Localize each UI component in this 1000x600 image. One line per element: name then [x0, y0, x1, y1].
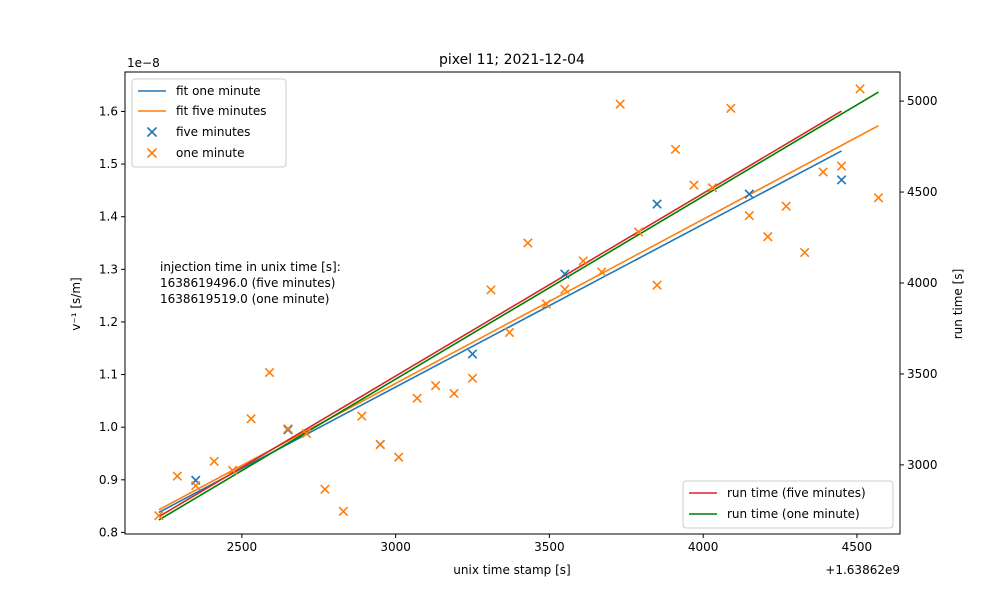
point-one-minute [449, 388, 459, 399]
y-left-tick-label: 1.0 [99, 420, 118, 434]
point-one-minute [873, 192, 884, 203]
legend-label-run-time-five-minutes: run time (five minutes) [727, 486, 866, 500]
point-one-minute [227, 465, 238, 476]
legend-swatch-five-minutes [146, 126, 158, 138]
legend-left-box [131, 78, 287, 168]
point-one-minute [781, 201, 791, 211]
y-right-axis-label: run time [s] [951, 269, 965, 340]
point-one-minute [375, 439, 386, 450]
point-one-minute [541, 299, 552, 309]
point-one-minute [467, 373, 478, 384]
point-one-minute [190, 480, 201, 491]
point-one-minute [560, 284, 570, 295]
x-tick-label: 3000 [380, 540, 411, 554]
point-one-minute [172, 471, 183, 481]
y-left-tick-label: 1.5 [99, 157, 118, 171]
y-left-tick-label: 1.3 [99, 262, 118, 276]
x-axis-offset: +1.63862e9 [825, 563, 900, 577]
point-one-minute [523, 238, 533, 248]
point-one-minute [615, 99, 625, 109]
point-one-minute [799, 247, 810, 258]
svg-text:injection time in unix time [s: injection time in unix time [s]: [160, 260, 341, 274]
point-one-minute [762, 231, 773, 242]
point-five-minutes [836, 175, 847, 185]
point-one-minute [283, 423, 293, 434]
point-one-minute [818, 167, 828, 177]
legend-label-one-minute: one minute [176, 146, 244, 160]
x-axis-label: unix time stamp [s] [453, 563, 570, 577]
point-one-minute [633, 227, 644, 237]
point-one-minute [596, 267, 607, 277]
point-one-minute [744, 210, 755, 221]
point-five-minutes [744, 189, 755, 199]
y-right-tick-label: 3500 [907, 367, 938, 381]
legend-right: run time (five minutes) run time (one mi… [682, 480, 894, 529]
x-axis-ticks: 2500 3000 3500 4000 4500 [227, 534, 873, 554]
point-one-minute [726, 103, 736, 114]
y-left-tick-label: 0.9 [99, 473, 118, 487]
point-one-minute [320, 484, 330, 495]
y-left-tick-label: 1.2 [99, 315, 118, 329]
point-one-minute [689, 180, 699, 190]
point-one-minute [393, 452, 404, 462]
right-axis-ticks: 3000 3500 4000 4500 5000 [900, 94, 938, 472]
point-one-minute [578, 256, 588, 266]
x-tick-label: 4500 [842, 540, 873, 554]
point-one-minute [246, 413, 256, 424]
point-one-minute [357, 411, 367, 421]
legend-label-fit-five-minutes: fit five minutes [176, 104, 267, 118]
svg-text:1638619496.0 (five minutes): 1638619496.0 (five minutes) [160, 276, 335, 290]
point-one-minute [338, 506, 349, 517]
y-right-tick-label: 4500 [907, 185, 938, 199]
left-axis-ticks: 0.8 0.9 1.0 1.1 1.2 1.3 1.4 1.5 1.6 [99, 104, 125, 539]
point-one-minute [209, 456, 219, 467]
y-left-tick-label: 1.6 [99, 104, 118, 118]
legend-label-run-time-one-minute: run time (one minute) [727, 507, 860, 521]
point-one-minute [652, 280, 662, 290]
point-one-minute [154, 510, 164, 521]
x-tick-label: 4000 [688, 540, 719, 554]
plot-frame [124, 71, 901, 535]
y-right-tick-label: 4000 [907, 276, 938, 290]
y-right-tick-label: 3000 [907, 458, 938, 472]
legend-left: fit one minute fit five minutes five min… [131, 78, 287, 168]
point-five-minutes [652, 199, 662, 209]
point-one-minute [412, 393, 422, 404]
point-five-minutes [560, 269, 570, 279]
point-one-minute [486, 285, 496, 295]
point-one-minute [264, 367, 275, 378]
svg-text:1638619519.0 (one minute): 1638619519.0 (one minute) [160, 292, 329, 306]
point-one-minute [836, 161, 847, 171]
legend-swatch-one-minute [146, 147, 158, 159]
y-left-exponent: 1e−8 [127, 56, 160, 70]
y-left-tick-label: 1.4 [99, 210, 118, 224]
y-left-tick-label: 0.8 [99, 525, 118, 539]
y-right-tick-label: 5000 [907, 94, 938, 108]
point-one-minute [504, 327, 515, 338]
legend-right-box [682, 480, 894, 529]
line-run-time-one-minute [158, 91, 879, 521]
point-one-minute [707, 182, 718, 193]
line-run-time-five-minutes [158, 110, 842, 518]
y-left-axis-label: v⁻¹ [s/m] [69, 277, 83, 330]
x-tick-label: 3500 [534, 540, 565, 554]
point-one-minute [670, 144, 681, 155]
legend-label-five-minutes: five minutes [176, 125, 250, 139]
injection-annotation: injection time in unix time [s]: 1638619… [160, 260, 341, 306]
plot-points [154, 84, 884, 521]
legend-label-fit-one-minute: fit one minute [176, 84, 261, 98]
point-one-minute [855, 84, 865, 94]
point-five-minutes [467, 349, 478, 359]
plot-lines [158, 91, 879, 521]
y-left-tick-label: 1.1 [99, 368, 118, 382]
point-one-minute [301, 428, 312, 439]
chart-title: pixel 11; 2021-12-04 [439, 52, 585, 68]
x-tick-label: 2500 [227, 540, 258, 554]
point-one-minute [430, 380, 441, 391]
